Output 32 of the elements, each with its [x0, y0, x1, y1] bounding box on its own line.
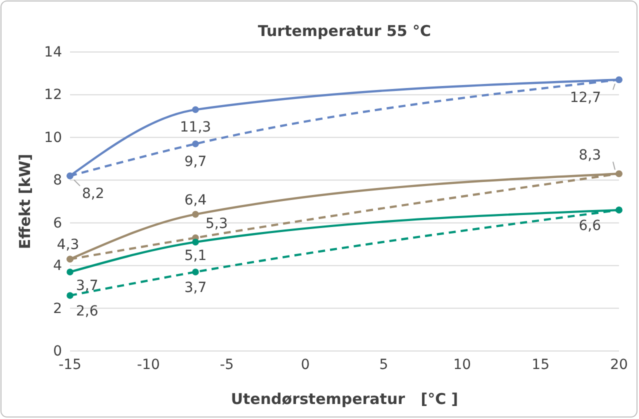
data-label: 3,7: [76, 278, 98, 294]
data-label: 8,2: [82, 186, 104, 202]
y-axis-title: Effekt [kW]: [16, 154, 34, 250]
x-tick-label: 15: [532, 356, 550, 373]
y-tick-label: 10: [44, 130, 62, 146]
chart-title: Turtemperatur 55 °C: [258, 22, 432, 40]
y-tick-label: 0: [53, 343, 62, 360]
data-label: 5,3: [205, 216, 228, 232]
x-tick-label: -15: [58, 356, 82, 373]
data-label: 3,7: [184, 280, 207, 296]
data-label: 9,7: [184, 154, 207, 170]
data-label: 6,4: [184, 192, 207, 208]
y-tick-label: 8: [53, 172, 62, 189]
x-tick-label: -10: [136, 356, 160, 373]
y-tick-label: 14: [44, 44, 62, 60]
y-tick-label: 4: [53, 258, 62, 274]
x-axis-title: Utendørstemperatur [°C ]: [230, 390, 458, 408]
data-label: 2,6: [76, 303, 98, 320]
x-tick-label: 0: [300, 356, 310, 373]
data-label: 5,1: [184, 248, 207, 264]
data-label: 8,3: [578, 148, 601, 164]
x-tick-label: 5: [379, 356, 388, 373]
y-tick-label: 2: [53, 300, 62, 317]
data-label: 12,7: [570, 90, 601, 106]
data-label: 11,3: [180, 120, 212, 136]
data-label: 6,6: [578, 218, 602, 234]
x-tick-label: -5: [220, 356, 234, 373]
x-tick-label: 20: [610, 356, 628, 373]
x-tick-label: 10: [453, 356, 472, 373]
y-tick-label: 12: [44, 87, 62, 104]
y-tick-label: 6: [53, 215, 62, 232]
data-label: 4,3: [56, 237, 80, 254]
